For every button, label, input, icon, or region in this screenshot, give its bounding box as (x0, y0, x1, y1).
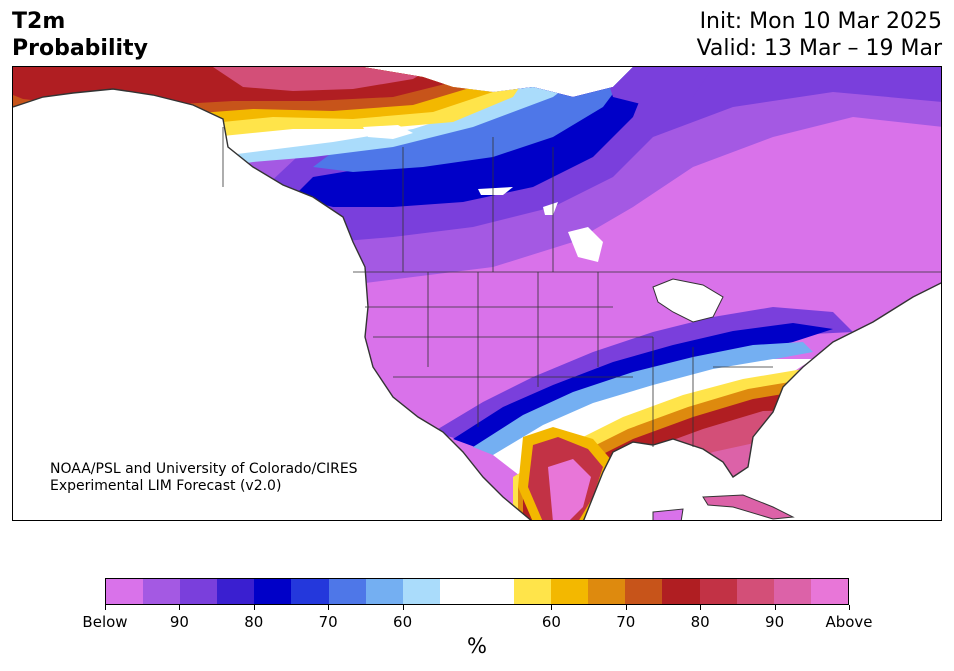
colorbar-tick-label: 60 (393, 613, 413, 631)
colorbar-segment (662, 579, 700, 604)
map-title: T2m Probability (12, 8, 148, 62)
colorbar-segment (254, 579, 292, 604)
forecast-dates: Init: Mon 10 Mar 2025 Valid: 13 Mar – 19… (697, 8, 942, 62)
colorbar-tick-label: 80 (244, 613, 264, 631)
colorbar-tickmark (849, 605, 850, 610)
title-probability: Probability (12, 36, 148, 61)
colorbar-tick-label: 80 (690, 613, 710, 631)
colorbar-segment (625, 579, 663, 604)
colorbar-tick-label: 70 (318, 613, 338, 631)
colorbar-tickmark (179, 605, 181, 610)
title-variable: T2m (12, 9, 66, 34)
probability-map-svg (13, 67, 941, 520)
colorbar-segment (291, 579, 329, 604)
colorbar-unit: % (467, 634, 487, 658)
colorbar-tickmark (625, 605, 627, 610)
colorbar-segment (476, 579, 515, 604)
colorbar-tick-label: 70 (616, 613, 636, 631)
colorbar-tickmark (105, 605, 106, 610)
colorbar-tick-label: Above (825, 613, 873, 631)
colorbar (105, 578, 849, 605)
colorbar-segment (773, 579, 811, 604)
colorbar-segment (106, 579, 144, 604)
colorbar-segment (143, 579, 181, 604)
colorbar-segment (365, 579, 403, 604)
valid-range: Valid: 13 Mar – 19 Mar (696, 36, 942, 61)
colorbar-segment (736, 579, 774, 604)
colorbar-segment (439, 579, 477, 604)
colorbar-tick-label: Below (82, 613, 128, 631)
colorbar-tick-label: 90 (169, 613, 189, 631)
colorbar-tick-label: 60 (541, 613, 561, 631)
credit-text: NOAA/PSL and University of Colorado/CIRE… (50, 461, 358, 495)
colorbar-segment (180, 579, 218, 604)
colorbar-tickmark (774, 605, 776, 610)
colorbar-segment (699, 579, 737, 604)
colorbar-segment (402, 579, 440, 604)
colorbar-tickmark (253, 605, 255, 610)
forecast-map: NOAA/PSL and University of Colorado/CIRE… (12, 66, 942, 521)
colorbar-segment (514, 579, 552, 604)
credit-line-1: NOAA/PSL and University of Colorado/CIRE… (50, 461, 358, 477)
colorbar-tickmark (328, 605, 330, 610)
colorbar-segment (588, 579, 626, 604)
colorbar-segment (328, 579, 366, 604)
credit-line-2: Experimental LIM Forecast (v2.0) (50, 478, 282, 494)
colorbar-segment (217, 579, 255, 604)
colorbar-tickmark (551, 605, 553, 610)
colorbar-tickmark (402, 605, 404, 610)
boundaries (222, 127, 941, 447)
colorbar-segment (551, 579, 589, 604)
colorbar-tickmark (700, 605, 702, 610)
colorbar-tick-label: 90 (765, 613, 785, 631)
colorbar-segment (810, 579, 848, 604)
init-date: Init: Mon 10 Mar 2025 (699, 9, 942, 34)
